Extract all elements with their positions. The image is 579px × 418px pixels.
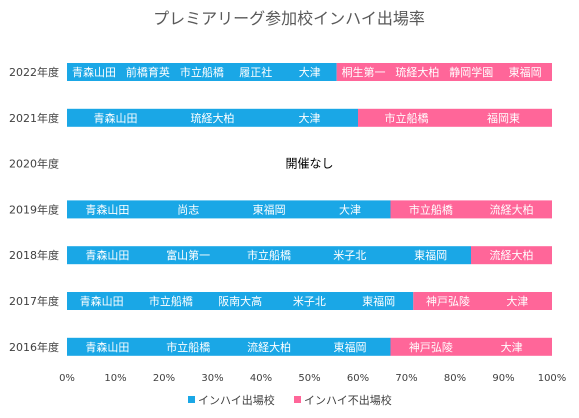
bar-data-label: 大津	[339, 202, 361, 216]
chart-title: プレミアリーグ参加校インハイ出場率	[153, 9, 425, 28]
bar-data-label: 大津	[299, 65, 321, 79]
y-tick-label: 2018年度	[9, 248, 59, 262]
y-tick-label: 2017年度	[9, 294, 59, 308]
annotation-note: 開催なし	[285, 157, 333, 171]
bar-data-label: 流経大柏	[490, 202, 534, 216]
bar-data-label: 琉経大柏	[191, 111, 235, 125]
bar-segment-qualified	[67, 292, 414, 310]
bar-segment-not-qualified	[336, 63, 552, 81]
bar-data-label: 市立船橋	[385, 111, 429, 125]
bar-data-label: 前橋育英	[126, 65, 170, 79]
bar-data-label: 米子北	[293, 295, 326, 308]
bar-data-label: 神戸弘陵	[409, 340, 453, 354]
bar-data-label: 静岡学園	[449, 65, 493, 79]
legend-swatch-qualified	[188, 396, 195, 403]
bar-data-label: 市立船橋	[409, 202, 453, 216]
bar-segment-qualified	[67, 200, 391, 219]
x-tick-label: 10%	[104, 373, 126, 384]
bar-data-label: 東福岡	[362, 294, 395, 308]
bar-data-label: 青森山田	[85, 202, 129, 216]
bar-data-label: 富山第一	[166, 248, 210, 262]
legend-label: インハイ不出場校	[304, 393, 392, 407]
y-tick-label: 2016年度	[9, 340, 59, 354]
bar-data-label: 青森山田	[80, 294, 124, 308]
y-tick-label: 2022年度	[9, 65, 59, 79]
legend-label: インハイ出場校	[198, 393, 275, 407]
x-tick-label: 20%	[153, 373, 175, 384]
bar-data-label: 米子北	[333, 249, 366, 262]
bar-data-label: 福岡東	[487, 111, 520, 125]
y-tick-label: 2020年度	[9, 157, 59, 171]
bar-data-label: 東福岡	[334, 340, 367, 354]
bar-data-label: 市立船橋	[166, 340, 210, 354]
bar-segment-not-qualified	[358, 108, 552, 127]
bar-data-label: 流経大柏	[490, 248, 534, 262]
bar-data-label: 青森山田	[72, 65, 116, 79]
bar-data-label: 桐生第一	[342, 65, 386, 79]
bar-data-label: 大津	[501, 340, 523, 354]
y-tick-label: 2019年度	[9, 202, 59, 216]
x-tick-label: 40%	[250, 373, 272, 384]
bar-data-label: 青森山田	[94, 111, 138, 125]
bar-segment-not-qualified	[471, 246, 552, 265]
bar-data-label: 市立船橋	[149, 294, 193, 308]
bar-data-label: 青森山田	[85, 340, 129, 354]
x-tick-label: 70%	[395, 373, 417, 384]
x-tick-label: 50%	[298, 373, 320, 384]
legend-swatch-not-qualified	[294, 396, 301, 403]
bar-data-label: 尚志	[177, 202, 199, 216]
x-tick-label: 30%	[201, 373, 223, 384]
bar-data-label: 大津	[299, 111, 321, 125]
bar-data-label: 東福岡	[414, 248, 447, 262]
bar-data-label: 東福岡	[253, 202, 286, 216]
x-tick-label: 0%	[59, 373, 75, 384]
bar-segment-not-qualified	[413, 292, 552, 310]
bar-segment-not-qualified	[390, 200, 552, 219]
bar-data-label: 流経大柏	[247, 340, 291, 354]
y-axis-labels: 2022年度 2021年度 2020年度 2019年度 2018年度 2017年度 2016…	[9, 65, 59, 354]
bar-segment-not-qualified	[390, 337, 552, 356]
bar-data-label: 神戸弘陵	[426, 294, 470, 308]
x-tick-label: 100%	[538, 373, 567, 384]
bar-segment-qualified	[67, 337, 391, 356]
annotations: 開催なし	[285, 157, 333, 171]
legend: インハイ出場校 インハイ不出場校	[188, 393, 392, 407]
x-tick-label: 90%	[492, 373, 514, 384]
x-axis-ticks: 0% 10% 20% 30% 40% 50% 60% 70% 80% 90% 100%	[59, 373, 566, 384]
bar-segment-qualified	[67, 246, 472, 265]
bar-data-label: 阪南大高	[218, 294, 262, 308]
x-tick-label: 60%	[347, 373, 369, 384]
bar-segment-qualified	[67, 63, 337, 81]
bar-data-label: 東福岡	[509, 65, 542, 79]
bar-data-label: 市立船橋	[180, 65, 224, 79]
bar-data-label: 市立船橋	[247, 248, 291, 262]
bar-segment-qualified	[67, 108, 358, 127]
bar-data-label: 大津	[506, 294, 528, 308]
y-tick-label: 2021年度	[9, 111, 59, 125]
bar-data-label: 履正社	[239, 65, 272, 79]
x-tick-label: 80%	[444, 373, 466, 384]
bar-data-label: 青森山田	[85, 248, 129, 262]
bar-data-label: 琉経大柏	[395, 65, 439, 79]
